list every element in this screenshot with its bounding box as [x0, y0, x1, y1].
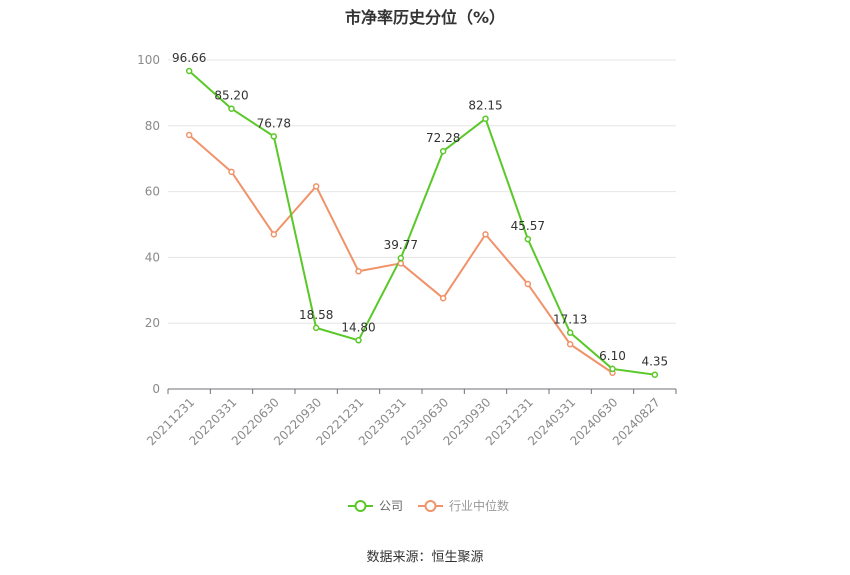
legend-label: 行业中位数 [449, 498, 509, 513]
grid-lines [168, 59, 676, 324]
y-tick-label: 40 [145, 250, 160, 264]
data-point-company[interactable] [312, 324, 320, 332]
y-tick-label: 0 [152, 382, 160, 396]
data-label: 17.13 [553, 313, 587, 327]
chart-title: 市净率历史分位（%） [344, 8, 506, 27]
data-point-company[interactable] [397, 254, 405, 262]
data-label: 14.80 [341, 320, 375, 334]
data-labels: 96.66 85.20 76.78 18.58 14.80 39.77 72.28 82.15… [172, 51, 668, 369]
data-point-company[interactable] [609, 365, 616, 373]
data-label: 85.20 [214, 89, 248, 103]
data-point-company[interactable] [270, 133, 278, 140]
data-label: 72.28 [426, 131, 460, 145]
legend-label: 公司 [379, 499, 403, 513]
data-label: 76.78 [257, 116, 291, 130]
data-point-company[interactable] [228, 105, 235, 112]
y-tick-label: 60 [145, 185, 160, 199]
data-point-company[interactable] [185, 67, 193, 75]
data-label: 6.10 [599, 349, 626, 363]
y-tick-label: 100 [137, 53, 160, 67]
data-point-industry-median[interactable] [439, 294, 447, 302]
data-point-industry-median[interactable] [185, 131, 193, 139]
data-label: 18.58 [299, 308, 333, 322]
legend-item-company[interactable]: 公司 [348, 499, 403, 513]
x-axis: 2021123120220331202206302022093020221231… [144, 388, 677, 448]
data-point-industry-median[interactable] [228, 168, 235, 176]
data-point-industry-median[interactable] [270, 231, 278, 238]
legend: 公司 行业中位数 [348, 498, 509, 513]
data-point-company[interactable] [524, 235, 532, 243]
data-point-company[interactable] [651, 371, 659, 378]
data-point-industry-median[interactable] [355, 267, 362, 275]
series-line-company [188, 70, 655, 376]
series-line-industry-median [188, 134, 614, 374]
series-points [185, 67, 659, 378]
data-label: 82.15 [468, 99, 502, 113]
data-point-industry-median[interactable] [524, 280, 532, 288]
legend-marker [354, 500, 367, 512]
data-label: 4.35 [641, 355, 668, 369]
y-tick-label: 80 [145, 119, 160, 133]
data-point-company[interactable] [482, 115, 489, 122]
y-tick-label: 20 [145, 316, 160, 330]
data-point-company[interactable] [355, 337, 362, 344]
data-point-industry-median[interactable] [397, 260, 405, 267]
data-label: 45.57 [511, 219, 545, 233]
data-label: 96.66 [172, 51, 206, 65]
data-point-industry-median[interactable] [482, 231, 489, 238]
data-source: 数据来源：恒生聚源 [366, 550, 484, 565]
data-point-company[interactable] [439, 147, 447, 155]
legend-item-industry-median[interactable]: 行业中位数 [418, 498, 509, 513]
data-point-industry-median[interactable] [312, 183, 320, 190]
data-point-company[interactable] [566, 329, 574, 336]
legend-marker [424, 500, 437, 512]
data-label: 39.77 [384, 238, 418, 252]
y-axis-ticks: 0 20 40 60 80 100 [137, 53, 160, 396]
data-point-industry-median[interactable] [566, 341, 574, 348]
